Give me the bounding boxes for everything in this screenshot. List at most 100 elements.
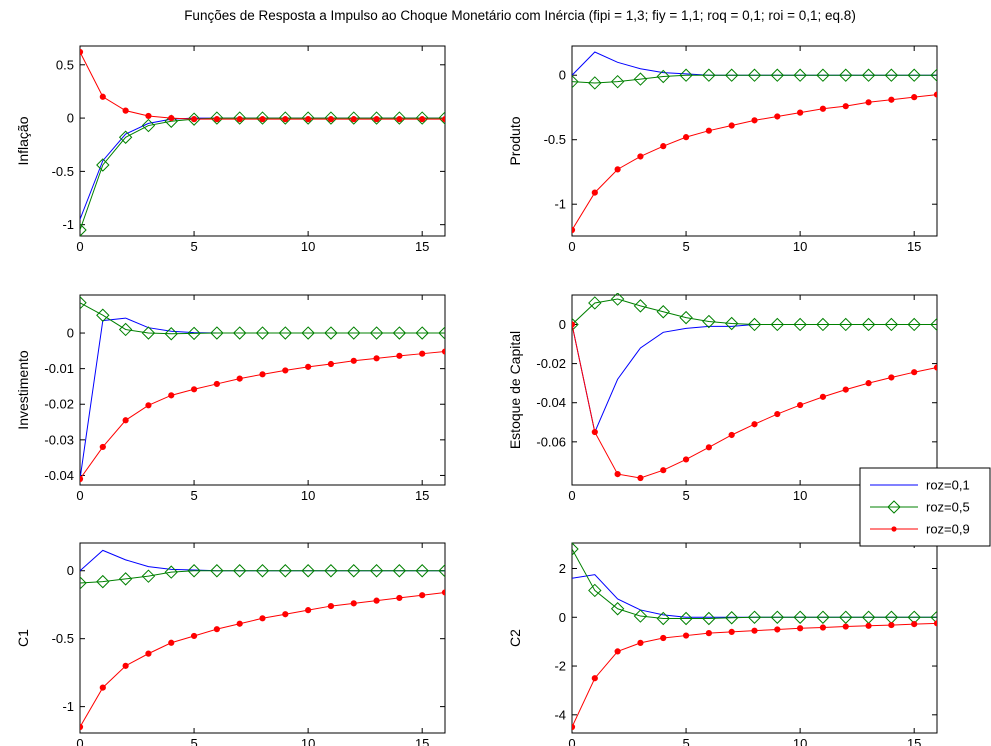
data-point: [164, 327, 178, 341]
data-point: [861, 68, 876, 82]
data-point: [419, 116, 426, 123]
data-point: [278, 326, 293, 340]
series-line-roz-0-5: [80, 570, 445, 584]
y-tick-label: 0: [559, 610, 566, 625]
data-point: [614, 166, 621, 173]
data-point: [278, 564, 293, 578]
data-point: [305, 363, 312, 370]
data-point: [80, 576, 87, 590]
series-layer: [572, 51, 937, 234]
data-point: [797, 401, 804, 409]
x-tick-label: 15: [415, 488, 429, 503]
data-point: [819, 624, 827, 631]
data-point: [415, 326, 429, 340]
data-point: [80, 296, 87, 310]
legend-label: roz=0,9: [926, 522, 970, 537]
data-point: [438, 326, 445, 340]
x-tick-label: 0: [76, 239, 83, 254]
data-point: [819, 105, 827, 112]
series-layer: [80, 296, 445, 483]
data-point: [637, 639, 644, 646]
data-point: [724, 68, 739, 82]
data-point: [637, 474, 644, 482]
subplot-inflacao: 0 5 10 15 0.5 0 -0.5 -1 Inflação: [15, 45, 446, 254]
subplot-produto: 0 5 10 15 0 -0.5 -1 Produto: [507, 45, 938, 254]
y-axis-label: C1: [15, 629, 31, 647]
plot-area: [79, 45, 446, 237]
data-point: [369, 564, 384, 578]
plot-area: [571, 45, 938, 237]
data-point: [96, 158, 110, 172]
data-point: [774, 113, 781, 120]
data-point: [588, 76, 602, 90]
data-point: [572, 317, 579, 332]
data-point: [842, 623, 849, 630]
data-point: [236, 620, 243, 627]
data-point: [888, 374, 895, 381]
data-point: [373, 116, 380, 123]
x-tick-label: 0: [76, 736, 83, 746]
data-point: [305, 607, 312, 614]
data-point: [190, 632, 198, 640]
data-point: [682, 456, 690, 463]
data-point: [861, 317, 876, 332]
legend-label: roz=0,1: [926, 478, 970, 493]
data-point: [259, 371, 266, 378]
legend-entry: roz=0,5: [870, 500, 970, 515]
data-point: [572, 542, 579, 556]
data-point: [259, 615, 266, 622]
data-point: [839, 610, 853, 624]
data-point: [441, 116, 445, 123]
data-point: [369, 326, 384, 340]
data-point: [884, 317, 899, 332]
data-point: [907, 317, 921, 332]
data-point: [396, 352, 403, 359]
y-tick-label: -0.02: [44, 397, 74, 412]
series-line-roz-0-5: [572, 74, 937, 84]
data-point: [96, 308, 110, 322]
data-point: [888, 621, 895, 629]
plot-area: [571, 542, 938, 734]
data-point: [327, 116, 335, 123]
data-point: [441, 348, 445, 355]
x-tick-label: 15: [907, 736, 921, 746]
data-point: [99, 93, 106, 100]
data-point: [610, 74, 625, 89]
data-point: [324, 111, 338, 125]
legend-marker-diamond: [887, 500, 901, 514]
data-point: [80, 723, 84, 731]
y-tick-label: -0.5: [52, 631, 74, 646]
data-point: [770, 317, 785, 332]
data-point: [660, 634, 667, 642]
data-point: [259, 116, 266, 123]
legend-marker-dot: [891, 526, 897, 532]
data-point: [572, 226, 576, 234]
x-tick-label: 5: [682, 239, 689, 254]
data-point: [907, 68, 921, 82]
x-tick-label: 10: [793, 488, 807, 503]
data-point: [324, 564, 338, 578]
y-tick-label: -0.04: [44, 468, 74, 483]
data-point: [774, 626, 781, 633]
data-point: [210, 111, 224, 125]
data-point: [347, 326, 361, 340]
legend-entry: roz=0,9: [870, 522, 970, 537]
y-tick-label: -0.02: [536, 356, 566, 371]
data-point: [438, 111, 445, 125]
data-point: [679, 68, 693, 82]
data-point: [591, 675, 598, 682]
y-tick-label: 0: [559, 317, 566, 332]
data-point: [122, 662, 129, 669]
data-point: [770, 68, 785, 82]
data-point: [705, 127, 712, 134]
y-tick-label: -0.06: [536, 434, 566, 449]
x-tick-label: 0: [76, 488, 83, 503]
data-point: [396, 594, 403, 602]
figure-title: Funções de Resposta a Impulso ao Choque …: [184, 8, 856, 23]
data-point: [884, 68, 899, 82]
data-point: [816, 610, 830, 624]
data-point: [572, 723, 576, 731]
data-point: [255, 111, 270, 125]
